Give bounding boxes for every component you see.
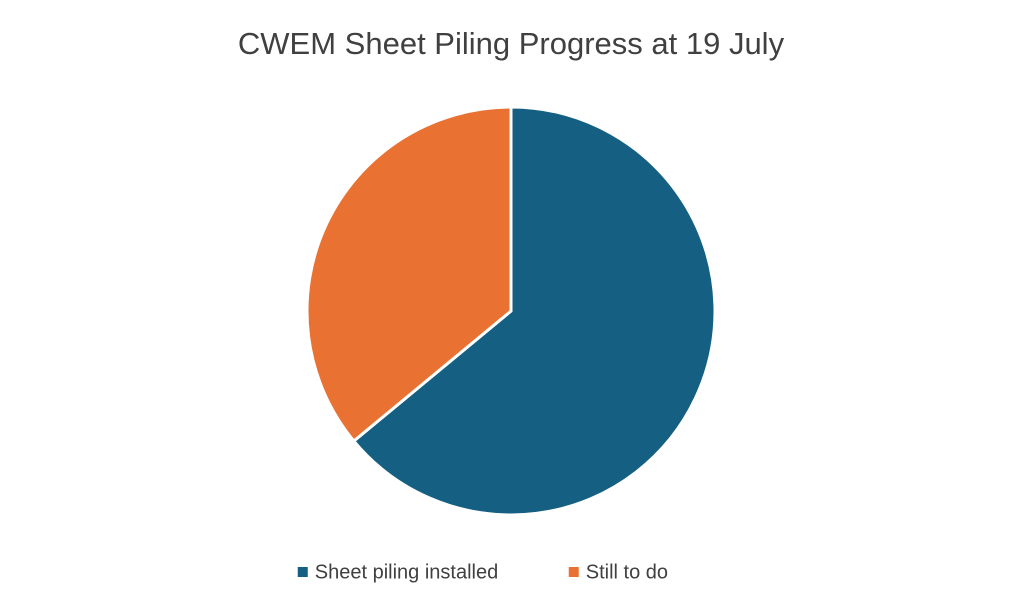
pie-slice xyxy=(351,105,717,517)
legend-label: Still to do xyxy=(586,561,668,583)
pie-slice xyxy=(305,105,513,444)
chart-title: CWEM Sheet Piling Progress at 19 July xyxy=(238,26,785,61)
legend-label: Sheet piling installed xyxy=(315,561,498,583)
legend-swatch xyxy=(297,567,308,577)
legend-swatch xyxy=(568,567,579,577)
